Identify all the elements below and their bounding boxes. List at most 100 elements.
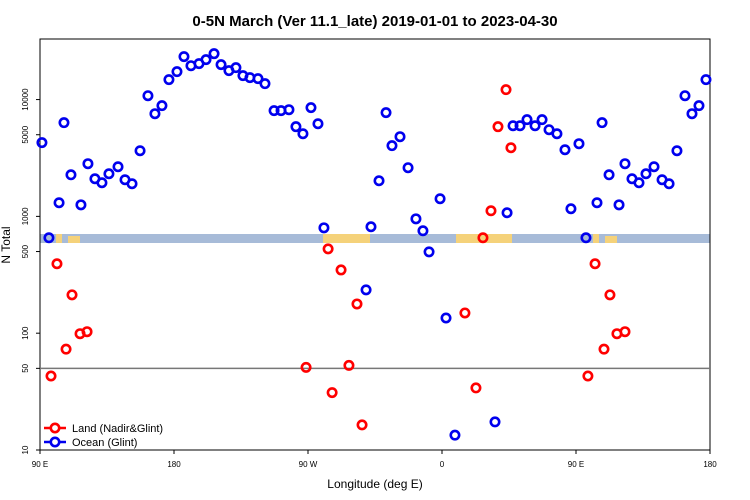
point (178, 51, 190, 63)
point (700, 74, 712, 86)
point (551, 128, 563, 140)
point (126, 178, 138, 190)
point (459, 307, 471, 319)
point (434, 193, 446, 205)
x-tick-label: 180 (167, 460, 181, 469)
x-tick-label: 90 W (299, 460, 318, 469)
point (300, 361, 312, 373)
point (386, 140, 398, 152)
point (60, 343, 72, 355)
y-tick-label: 500 (21, 244, 30, 258)
point (500, 84, 512, 96)
point (171, 66, 183, 78)
point (51, 258, 63, 270)
x-tick-label: 90 E (32, 460, 48, 469)
point (648, 161, 660, 173)
point (507, 120, 519, 132)
y-tick-label: 5000 (21, 125, 30, 143)
point (290, 121, 302, 133)
point (402, 162, 414, 174)
y-tick-label: 10 (21, 445, 30, 454)
point (619, 158, 631, 170)
point (82, 158, 94, 170)
point (208, 48, 220, 60)
point (268, 105, 280, 117)
point (604, 289, 616, 301)
point (470, 382, 482, 394)
point (477, 232, 489, 244)
series (36, 48, 712, 441)
point (335, 264, 347, 276)
point (230, 62, 242, 74)
point (259, 78, 271, 90)
point (156, 100, 168, 112)
point (514, 120, 526, 132)
point (580, 232, 592, 244)
point (633, 177, 645, 189)
point (693, 100, 705, 112)
legend-marker (49, 436, 61, 448)
y-tick-label: 10000 (21, 88, 30, 111)
point (505, 142, 517, 154)
point (410, 213, 422, 225)
point (322, 243, 334, 255)
land-strip (56, 234, 62, 243)
legend-label: Ocean (Glint) (72, 437, 137, 449)
point (75, 199, 87, 211)
point (58, 117, 70, 129)
point (485, 205, 497, 217)
point (663, 178, 675, 190)
point (589, 258, 601, 270)
point (200, 54, 212, 66)
legend-marker (49, 422, 61, 434)
point (529, 120, 541, 132)
point (43, 232, 55, 244)
point (671, 145, 683, 157)
y-tick-label: 50 (21, 363, 30, 372)
point (318, 222, 330, 234)
point (343, 359, 355, 371)
y-tick-label: 100 (21, 326, 30, 340)
point (582, 370, 594, 382)
point (215, 59, 227, 71)
point (356, 419, 368, 431)
land-strip (456, 234, 512, 243)
x-tick-label: 0 (440, 460, 445, 469)
land-strip (593, 234, 599, 243)
x-axis-label: Longitude (deg E) (327, 477, 422, 491)
point (351, 298, 363, 310)
point (440, 312, 452, 324)
point (373, 175, 385, 187)
point (565, 203, 577, 215)
point (149, 108, 161, 120)
point (81, 326, 93, 338)
point (423, 246, 435, 258)
point (603, 169, 615, 181)
point (417, 225, 429, 237)
plot-frame (39, 38, 711, 451)
land-strip (605, 236, 617, 243)
point (312, 118, 324, 130)
point (679, 90, 691, 102)
point (489, 416, 501, 428)
point (53, 197, 65, 209)
point (613, 199, 625, 211)
point (394, 131, 406, 143)
point (96, 177, 108, 189)
point (283, 104, 295, 116)
point (573, 138, 585, 150)
x-tick-label: 90 E (568, 460, 584, 469)
point (365, 221, 377, 233)
point (103, 168, 115, 180)
point (305, 102, 317, 114)
point (134, 145, 146, 157)
point (559, 144, 571, 156)
point (449, 429, 461, 441)
chart-title: 0-5N March (Ver 11.1_late) 2019-01-01 to… (192, 13, 557, 30)
point (326, 387, 338, 399)
point (297, 128, 309, 140)
point (36, 137, 48, 149)
point (252, 73, 264, 85)
